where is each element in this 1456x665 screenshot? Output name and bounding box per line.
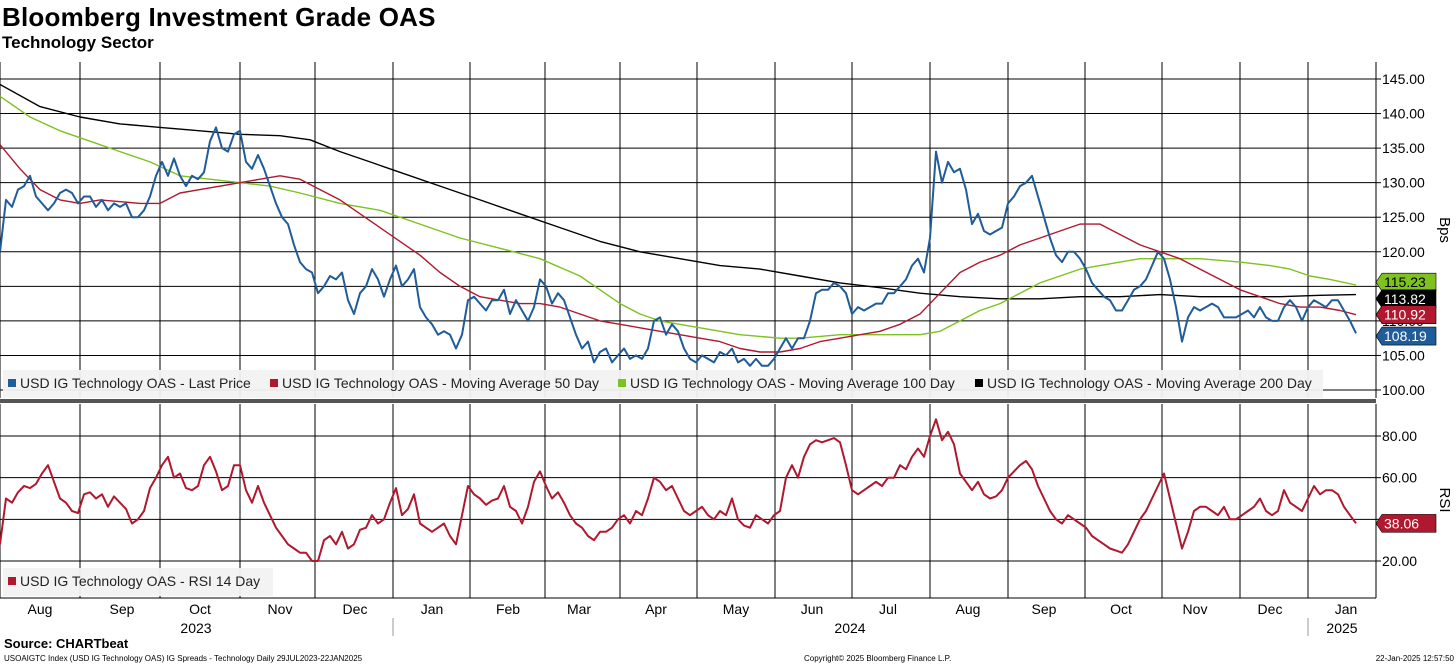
- legends: USD IG Technology OAS - Last Price USD IG…: [3, 370, 1323, 596]
- value-tag-label: 115.23: [1384, 274, 1426, 290]
- legend-label: USD IG Technology OAS - Moving Average 5…: [282, 375, 599, 391]
- axes: 145.00 140.00 135.00 130.00 125.00 120.00 115.…: [0, 62, 1453, 636]
- y-tick-label: 120.00: [1382, 244, 1425, 260]
- legend-swatch: [8, 379, 16, 387]
- value-tag: [1375, 305, 1437, 324]
- x-month-label: Dec: [1258, 601, 1283, 617]
- legend-box: [3, 568, 273, 596]
- y-tick-label: 130.00: [1382, 175, 1425, 191]
- y-tick-label: 145.00: [1382, 71, 1425, 87]
- y-tick-label: 140.00: [1382, 106, 1425, 122]
- legend-label: USD IG Technology OAS - Moving Average 2…: [987, 375, 1312, 391]
- chart-title: Bloomberg Investment Grade OAS: [2, 2, 436, 32]
- chart-subtitle: Technology Sector: [2, 33, 154, 52]
- x-month-label: Aug: [956, 601, 981, 617]
- footer-copyright: Copyright© 2025 Bloomberg Finance L.P.: [804, 654, 952, 663]
- footer-index-desc: USOAIGTC Index (USD IG Technology OAS) I…: [4, 654, 363, 663]
- y-tick-label: 105.00: [1382, 347, 1425, 363]
- value-tag: [1375, 514, 1437, 533]
- y-tick-label: 100.00: [1382, 382, 1425, 398]
- y-axis-title: RSI: [1436, 487, 1453, 512]
- x-month-label: Oct: [189, 601, 211, 617]
- legend-swatch: [975, 379, 983, 387]
- x-month-label: Feb: [496, 601, 520, 617]
- series-line: [0, 418, 1357, 562]
- value-tag-label: 110.92: [1384, 307, 1426, 323]
- y-tick-label: 125.00: [1382, 209, 1425, 225]
- value-tag-label: 113.82: [1384, 291, 1426, 307]
- x-month-label: Jan: [1335, 601, 1358, 617]
- x-month-label: Apr: [645, 601, 667, 617]
- series-line: [0, 144, 1357, 353]
- x-year-label: 2023: [180, 620, 211, 636]
- x-month-label: May: [723, 601, 749, 617]
- legend-swatch: [8, 577, 16, 585]
- x-month-label: Sep: [1032, 601, 1057, 617]
- y-tick-label: 60.00: [1382, 470, 1417, 486]
- x-month-label: Jan: [421, 601, 444, 617]
- value-tag-label: 38.06: [1384, 515, 1419, 531]
- y-tick-label: 80.00: [1382, 428, 1417, 444]
- x-year-label: 2024: [834, 620, 865, 636]
- panel-separator: [0, 399, 1376, 403]
- value-tag-label: 108.19: [1384, 328, 1427, 344]
- rsi-plot: [0, 418, 1357, 562]
- oas-plot: [0, 83, 1357, 367]
- x-month-label: Oct: [1110, 601, 1132, 617]
- x-month-label: Nov: [1183, 601, 1208, 617]
- legend-swatch: [270, 379, 278, 387]
- x-month-label: Jun: [801, 601, 824, 617]
- legend-box: [3, 370, 1323, 398]
- legend-swatch: [618, 379, 626, 387]
- x-year-label: 2025: [1326, 620, 1357, 636]
- series-line: [0, 126, 1357, 367]
- x-month-label: Nov: [268, 601, 293, 617]
- x-month-label: Mar: [567, 601, 591, 617]
- y-axis-title: Bps: [1436, 217, 1453, 243]
- x-month-label: Jul: [879, 601, 897, 617]
- y-tick-label: 135.00: [1382, 140, 1425, 156]
- grid-lines: [0, 62, 1376, 598]
- x-month-label: Sep: [110, 601, 135, 617]
- source-note: Source: CHARTbeat: [4, 636, 129, 651]
- x-month-label: Dec: [343, 601, 368, 617]
- value-tag: [1375, 272, 1437, 292]
- value-tag: [1375, 326, 1437, 346]
- legend-label: USD IG Technology OAS - RSI 14 Day: [20, 573, 260, 589]
- value-tag: [1375, 289, 1437, 309]
- y-tick-label: 20.00: [1382, 553, 1417, 569]
- legend-label: USD IG Technology OAS - Moving Average 1…: [630, 375, 955, 391]
- footer-timestamp: 22-Jan-2025 12:57:50: [1375, 654, 1454, 663]
- x-month-label: Aug: [28, 601, 53, 617]
- legend-label: USD IG Technology OAS - Last Price: [20, 375, 251, 391]
